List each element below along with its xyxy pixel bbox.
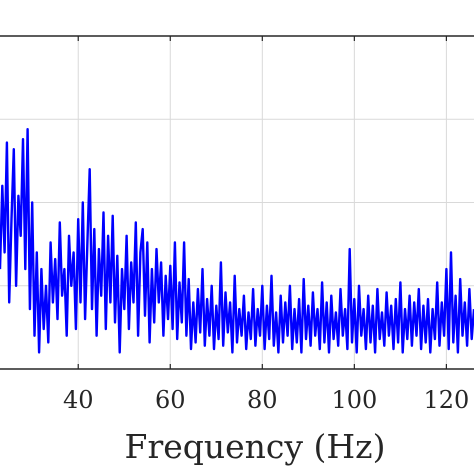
x-tick-label-60: 60 — [155, 386, 186, 414]
axes-frame — [0, 35, 474, 370]
x-tick-label-120: 120 — [423, 386, 469, 414]
series-line-0 — [0, 127, 474, 354]
x-tick-label-100: 100 — [331, 386, 377, 414]
x-ticks: 40 60 80 100 120 — [63, 36, 469, 414]
x-tick-label-40: 40 — [63, 386, 94, 414]
series-group — [0, 127, 474, 354]
x-axis-title: Frequency (Hz) — [125, 427, 386, 466]
x-tick-label-80: 80 — [247, 386, 278, 414]
gridlines — [0, 36, 474, 369]
